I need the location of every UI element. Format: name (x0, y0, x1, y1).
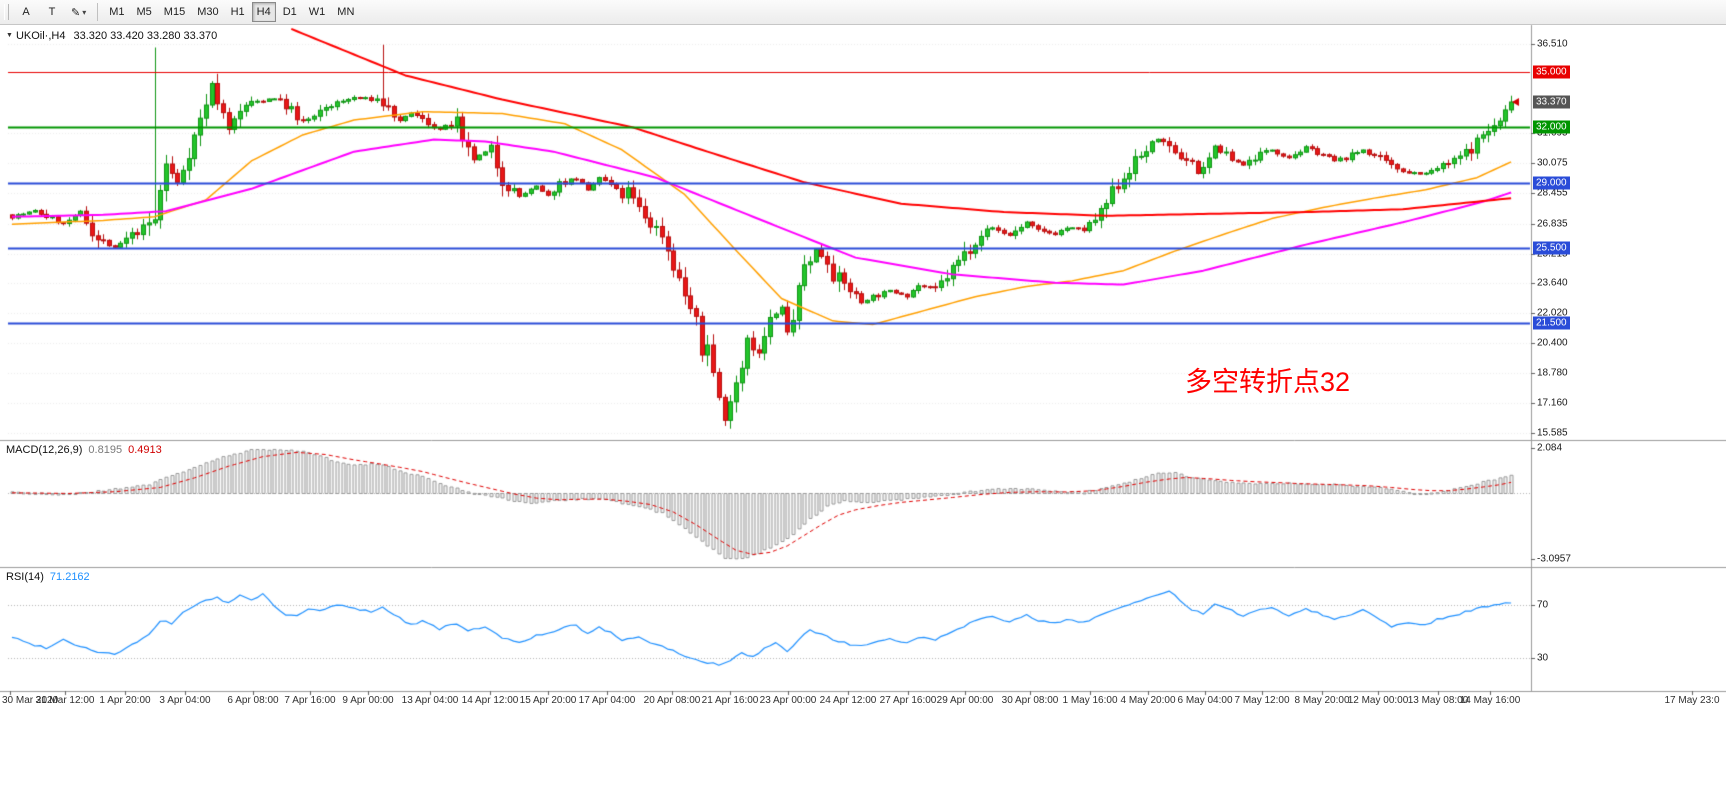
symbol-period-label: UKOil·,H4 (15, 30, 66, 42)
chart-title: ▼ UKOil·,H4 33.320 33.420 33.280 33.370 (6, 30, 217, 42)
current-price-badge: 33.370 (1533, 95, 1570, 109)
price-level-badge: 32.000 (1533, 120, 1570, 134)
brush-icon: ✎ (71, 6, 81, 19)
time-axis-label: 13 Apr 04:00 (401, 695, 459, 706)
timeframe-m15-button[interactable]: M15 (159, 2, 190, 22)
toolbar: A T ✎ ▾ M1 M5 M15 M30 H1 H4 D1 W1 MN (0, 0, 1726, 25)
chevron-down-icon: ▾ (82, 7, 87, 17)
time-axis-label: 6 May 04:00 (1177, 695, 1233, 706)
timeframe-h4-button[interactable]: H4 (251, 2, 276, 22)
macd-indicator-label: MACD(12,26,9) 0.8195 0.4913 (6, 444, 162, 456)
price-axis-tick: 36.510 (1537, 38, 1568, 50)
price-level-badge: 35.000 (1533, 65, 1570, 79)
time-axis-label: 1 Apr 20:00 (99, 695, 151, 706)
color-brush-button[interactable]: ✎ ▾ (66, 2, 91, 22)
timeframe-m1-button[interactable]: M1 (104, 2, 129, 22)
time-axis-label: 6 Apr 08:00 (227, 695, 279, 706)
timeframe-m30-button[interactable]: M30 (192, 2, 223, 22)
macd-main-value: 0.8195 (88, 444, 123, 456)
time-axis-label: 14 May 16:00 (1459, 695, 1521, 706)
time-axis-label: 30 Apr 08:00 (1001, 695, 1059, 706)
price-axis-tick: 30.075 (1537, 157, 1568, 169)
text-label-a-button[interactable]: A (14, 2, 38, 22)
time-axis-label: 12 May 00:00 (1347, 695, 1409, 706)
timeframe-mn-button[interactable]: MN (332, 2, 359, 22)
time-axis-label: 14 Apr 12:00 (461, 695, 519, 706)
ohlc-values: 33.320 33.420 33.280 33.370 (73, 30, 218, 42)
time-axis-label: 20 Apr 08:00 (643, 695, 701, 706)
time-axis-label: 7 Apr 16:00 (284, 695, 336, 706)
text-label-t-button[interactable]: T (40, 2, 64, 22)
timeframe-m5-button[interactable]: M5 (132, 2, 157, 22)
price-level-badge: 25.500 (1533, 241, 1570, 255)
time-axis-label: 1 May 16:00 (1062, 695, 1118, 706)
timeframe-h1-button[interactable]: H1 (226, 2, 250, 22)
timeframe-d1-button[interactable]: D1 (278, 2, 302, 22)
price-axis-tick: 17.160 (1537, 397, 1568, 409)
time-axis-label: 7 May 12:00 (1234, 695, 1290, 706)
time-axis-label: 8 May 20:00 (1294, 695, 1350, 706)
price-level-badge: 21.500 (1533, 316, 1570, 330)
time-axis-label: 13 May 08:00 (1407, 695, 1469, 706)
macd-signal-value: 0.4913 (128, 444, 162, 456)
timeframe-toolbar: M1 M5 M15 M30 H1 H4 D1 W1 MN (103, 2, 360, 22)
toolbar-separator (97, 3, 99, 21)
price-axis-tick: 23.640 (1537, 277, 1568, 289)
macd-axis-tick: -3.0957 (1537, 553, 1571, 565)
time-axis-label: 4 May 20:00 (1120, 695, 1176, 706)
timeframe-w1-button[interactable]: W1 (304, 2, 331, 22)
time-axis-label: 15 Apr 20:00 (519, 695, 577, 706)
macd-name: MACD(12,26,9) (6, 444, 83, 456)
time-axis-label: 23 Apr 00:00 (759, 695, 817, 706)
time-axis-label: 27 Apr 16:00 (879, 695, 937, 706)
price-axis-tick: 20.400 (1537, 337, 1568, 349)
rsi-value: 71.2162 (49, 571, 90, 583)
time-axis-label: 29 Apr 00:00 (936, 695, 994, 706)
rsi-axis-tick: 70 (1537, 599, 1549, 611)
rsi-name: RSI(14) (6, 571, 44, 583)
price-axis-tick: 18.780 (1537, 367, 1568, 379)
rsi-indicator-label: RSI(14) 71.2162 (6, 571, 90, 583)
chart-text-annotation[interactable]: 多空转折点32 (1185, 367, 1351, 397)
time-axis-label: 31 Mar 12:00 (35, 695, 95, 706)
time-axis-label: 17 Apr 04:00 (578, 695, 636, 706)
macd-axis-tick: 2.084 (1537, 442, 1563, 454)
price-axis-tick: 28.455 (1537, 187, 1568, 199)
time-axis-label: 24 Apr 12:00 (819, 695, 877, 706)
time-axis-label: 17 May 23:0 (1664, 695, 1720, 706)
price-level-badge: 29.000 (1533, 176, 1570, 190)
price-axis-tick: 22.020 (1537, 307, 1568, 319)
rsi-axis-tick: 30 (1537, 652, 1549, 664)
toolbar-grip-handle[interactable] (4, 4, 9, 20)
time-axis-label: 21 Apr 16:00 (701, 695, 759, 706)
time-axis-label: 30 Mar 2020 (2, 695, 59, 706)
time-axis-label: 3 Apr 04:00 (159, 695, 211, 706)
time-axis-label: 9 Apr 00:00 (342, 695, 394, 706)
chevron-down-icon[interactable]: ▼ (6, 32, 13, 39)
price-axis-tick: 26.835 (1537, 218, 1568, 230)
price-axis-tick: 15.585 (1537, 427, 1568, 439)
